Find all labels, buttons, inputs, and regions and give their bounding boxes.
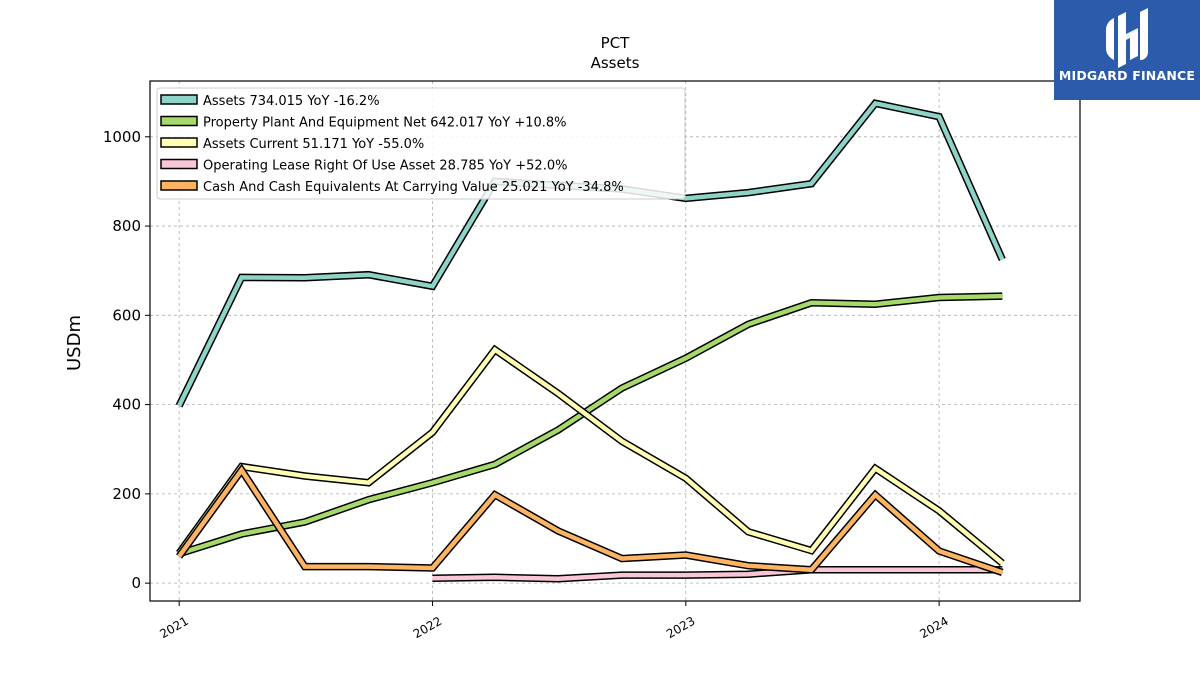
x-tick-label: 2022 <box>411 614 444 641</box>
y-tick-label: 200 <box>112 485 141 503</box>
y-tick-label: 400 <box>112 396 141 414</box>
legend-entry: Assets 734.015 YoY -16.2% <box>203 94 380 109</box>
plot-frame <box>149 80 1081 602</box>
y-tick-label: 600 <box>112 306 141 324</box>
series-outline <box>176 344 1005 566</box>
series-outline <box>177 292 1003 558</box>
series-3 <box>176 344 1005 566</box>
y-tick-label: 1000 <box>103 128 141 146</box>
x-tick-label: 2021 <box>157 614 190 641</box>
series-5 <box>176 463 1004 576</box>
series-line <box>177 346 1004 565</box>
chart-title: PCT <box>601 34 631 52</box>
legend-entry: Assets Current 51.171 YoY -55.0% <box>203 137 424 152</box>
y-axis-label: USDm <box>64 315 85 371</box>
legend-swatch <box>160 115 198 127</box>
y-tick-label: 800 <box>112 217 141 235</box>
logo-text: MIDGARD FINANCE <box>1058 68 1196 83</box>
x-tick-label: 2023 <box>664 614 697 641</box>
y-tick-label: 0 <box>131 574 141 592</box>
legend-entry: Property Plant And Equipment Net 642.017… <box>203 116 567 131</box>
legend-swatch <box>160 158 198 170</box>
series-line <box>178 293 1003 556</box>
legend: Assets 734.015 YoY -16.2% Property Plant … <box>156 87 686 200</box>
legend-box <box>156 87 686 200</box>
legend-entry: Operating Lease Right Of Use Asset 28.78… <box>203 159 567 174</box>
company-logo: MIDGARD FINANCE <box>1054 0 1200 100</box>
legend-swatch <box>160 180 198 191</box>
legend-swatch <box>160 137 198 148</box>
series-line <box>177 466 1004 575</box>
chart-subtitle: Assets <box>591 54 640 72</box>
series-4 <box>432 566 1003 583</box>
x-tick-label: 2024 <box>917 614 950 641</box>
axis-ticks: 0 200 400 600 800 1000 2021 2022 2023 2024 <box>103 128 951 641</box>
series-line <box>432 567 1003 581</box>
logo-mark-icon <box>1106 8 1148 68</box>
legend-entry: Cash And Cash Equivalents At Carrying Va… <box>203 180 624 195</box>
legend-swatch <box>160 94 198 105</box>
series-2 <box>177 292 1003 558</box>
